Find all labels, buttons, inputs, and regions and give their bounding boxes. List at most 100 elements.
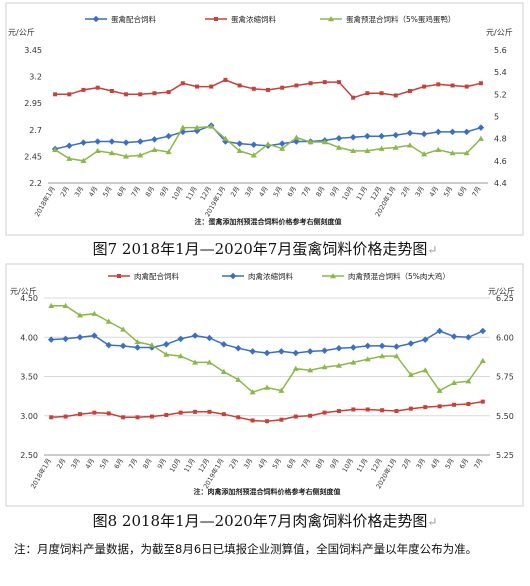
data-point-blue xyxy=(406,129,414,137)
data-point-green xyxy=(120,326,127,332)
left-tick-label: 3.00 xyxy=(20,412,38,421)
data-point-blue xyxy=(450,333,458,340)
data-point-blue xyxy=(449,128,456,136)
legend-label: 蛋禽配合饲料 xyxy=(111,14,156,24)
data-point-green xyxy=(393,353,400,359)
data-point-blue xyxy=(278,140,286,147)
data-point-green xyxy=(94,147,101,154)
data-point-red xyxy=(336,80,341,85)
figure7-caption: 图7 2018年1月—2020年7月蛋禽饲料价格走势图↵ xyxy=(0,238,530,259)
data-point-blue xyxy=(364,132,371,140)
chart-frame xyxy=(5,2,524,236)
data-point-red xyxy=(351,95,356,100)
legend-marker-green xyxy=(330,273,336,279)
left-tick-label: 2.45 xyxy=(24,152,42,161)
data-point-red xyxy=(266,87,270,92)
right-tick-label: 5.75 xyxy=(496,373,514,382)
data-point-blue xyxy=(463,128,470,136)
legend-label: 肉禽浓缩饲料 xyxy=(248,271,293,281)
data-point-blue xyxy=(191,332,199,339)
figure7-caption-text: 图7 2018年1月—2020年7月蛋禽饲料价格走势图 xyxy=(92,240,428,258)
legend-label: 肉禽预混合饲料（5%肉大鸡） xyxy=(348,271,450,281)
data-point-green xyxy=(406,142,413,148)
data-point-green xyxy=(378,145,385,151)
figure7-return-mark: ↵ xyxy=(427,243,438,257)
data-point-green xyxy=(177,353,184,359)
figure8-caption-text: 图8 2018年1月—2020年7月肉禽饲料价格走势图 xyxy=(92,512,428,530)
data-point-red xyxy=(408,406,413,411)
data-point-blue xyxy=(393,343,400,350)
data-point-red xyxy=(193,409,198,414)
data-point-green xyxy=(479,357,486,363)
right-tick-label: 5.2 xyxy=(494,90,507,99)
data-point-green xyxy=(407,371,414,378)
data-point-red xyxy=(336,409,341,414)
data-point-red xyxy=(452,402,457,407)
data-point-blue xyxy=(306,348,314,355)
data-point-green xyxy=(435,146,442,152)
right-tick-label: 5.4 xyxy=(494,68,507,77)
data-point-blue xyxy=(220,341,228,348)
legend-marker-blue xyxy=(229,272,237,280)
data-point-red xyxy=(422,84,427,89)
data-point-blue xyxy=(165,132,172,140)
right-tick-label: 4.8 xyxy=(494,135,507,144)
data-point-red xyxy=(236,415,241,420)
data-point-red xyxy=(209,84,214,89)
data-point-red xyxy=(223,77,228,82)
data-point-red xyxy=(322,410,327,415)
left-tick-label: 2.2 xyxy=(29,179,42,188)
data-point-green xyxy=(208,123,215,129)
data-point-blue xyxy=(477,124,485,131)
data-point-red xyxy=(436,82,441,87)
right-tick-label: 5.50 xyxy=(496,412,514,421)
right-tick-label: 5.25 xyxy=(496,451,514,460)
data-point-red xyxy=(279,417,284,422)
data-point-red xyxy=(237,83,242,88)
legend-label: 蛋禽预混合饲料（5%蛋鸡蛋鸭） xyxy=(346,14,455,24)
left-tick-label: 2.95 xyxy=(24,99,42,108)
meat-poultry-feed-chart: 元/公斤 元/公斤 2.50 3.00 3.50 4.00 4.50 5.25 5.50 5.75… xyxy=(0,262,530,510)
left-axis-unit: 元/公斤 xyxy=(8,27,35,37)
data-point-blue xyxy=(263,349,271,357)
figure8-return-mark: ↵ xyxy=(427,515,438,529)
data-point-blue xyxy=(465,333,472,341)
data-point-green xyxy=(76,312,83,318)
data-point-red xyxy=(95,85,100,90)
data-point-red xyxy=(49,415,54,420)
right-tick-label: 4.4 xyxy=(494,179,507,188)
data-point-green xyxy=(105,318,112,324)
left-tick-label: 2.7 xyxy=(29,126,42,135)
data-point-red xyxy=(207,409,212,414)
chart-frame xyxy=(5,263,524,507)
data-point-red xyxy=(63,414,68,419)
data-point-green xyxy=(264,384,270,390)
data-point-green xyxy=(108,150,115,156)
data-point-red xyxy=(365,91,370,96)
data-point-green xyxy=(123,153,130,159)
data-point-green xyxy=(265,141,271,147)
data-point-green xyxy=(250,152,257,158)
data-point-green xyxy=(392,144,399,150)
footnote: 注：月度饲料产量数据，为截至8月6日已填报企业测算值，全国饲料产量以年度公布为准… xyxy=(14,542,478,556)
data-point-red xyxy=(106,411,111,416)
legend-marker-red xyxy=(214,17,218,21)
data-point-green xyxy=(148,342,155,348)
data-point-green xyxy=(350,359,357,365)
left-tick-label: 4.50 xyxy=(20,294,38,303)
data-point-red xyxy=(380,408,385,413)
right-tick-label: 6.00 xyxy=(496,333,514,342)
data-point-red xyxy=(293,414,298,419)
data-point-green xyxy=(335,362,342,368)
data-point-red xyxy=(138,92,143,97)
data-point-blue xyxy=(349,133,357,141)
data-point-blue xyxy=(151,136,158,143)
data-point-red xyxy=(480,399,485,404)
data-point-blue xyxy=(392,131,399,139)
left-tick-label: 3.50 xyxy=(20,373,38,382)
data-point-blue xyxy=(420,130,428,138)
legend-label: 蛋禽浓缩饲料 xyxy=(231,14,276,24)
data-point-red xyxy=(437,404,442,409)
data-point-red xyxy=(135,415,140,420)
data-point-green xyxy=(321,364,328,370)
